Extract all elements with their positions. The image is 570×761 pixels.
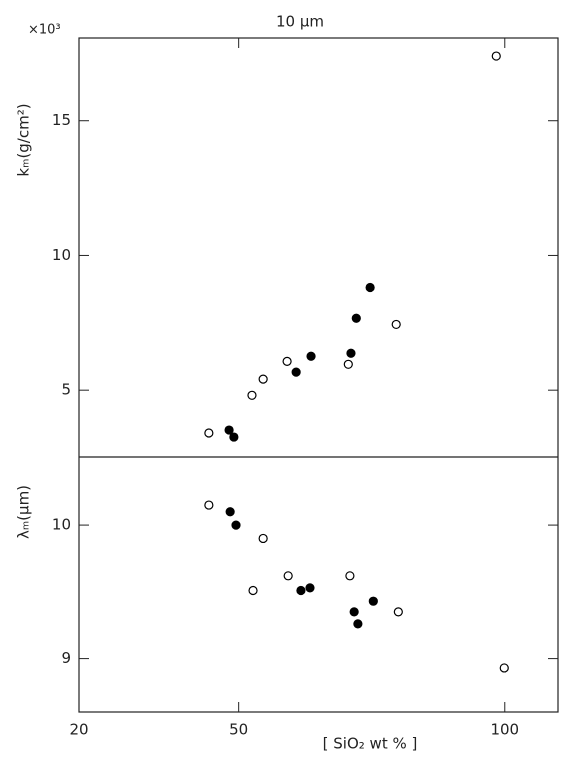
y-tick-label: 15 [52, 111, 71, 129]
point [258, 533, 268, 544]
x-tick-label: 50 [229, 721, 248, 739]
y-tick-label: 10 [52, 516, 71, 534]
x-axis-label: [ SiO₂ wt % ] [323, 735, 418, 753]
point [229, 432, 239, 442]
point [349, 607, 359, 617]
y-tick-label: 5 [61, 381, 71, 399]
point [343, 359, 353, 369]
point [393, 607, 403, 617]
point [283, 571, 293, 581]
point [346, 348, 356, 358]
x-tick-label: 20 [69, 721, 88, 739]
point [224, 425, 234, 435]
y-axis-label: λₘ(μm) [15, 485, 33, 539]
point [365, 282, 375, 293]
point [305, 583, 315, 593]
point [368, 596, 378, 606]
point [296, 585, 306, 596]
point [258, 374, 268, 384]
point [291, 367, 301, 377]
point [391, 319, 401, 330]
x-tick-label: 100 [490, 721, 519, 739]
plot-frame [78, 37, 559, 713]
point [204, 428, 214, 438]
point [353, 619, 363, 629]
y-tick-label: 9 [61, 649, 71, 667]
point [306, 351, 316, 361]
y-tick-label: 10 [52, 246, 71, 264]
y-multiplier: ×10³ [28, 23, 61, 38]
annotation: 10 μm [276, 13, 324, 31]
point [248, 585, 258, 596]
point [491, 51, 501, 61]
point [225, 507, 235, 517]
point [204, 500, 214, 510]
y-axis-label: kₘ(g/cm²) [15, 103, 33, 176]
point [351, 313, 361, 323]
point [345, 571, 355, 581]
point [499, 663, 509, 673]
point [231, 520, 241, 530]
point [282, 356, 292, 366]
point [247, 390, 257, 400]
